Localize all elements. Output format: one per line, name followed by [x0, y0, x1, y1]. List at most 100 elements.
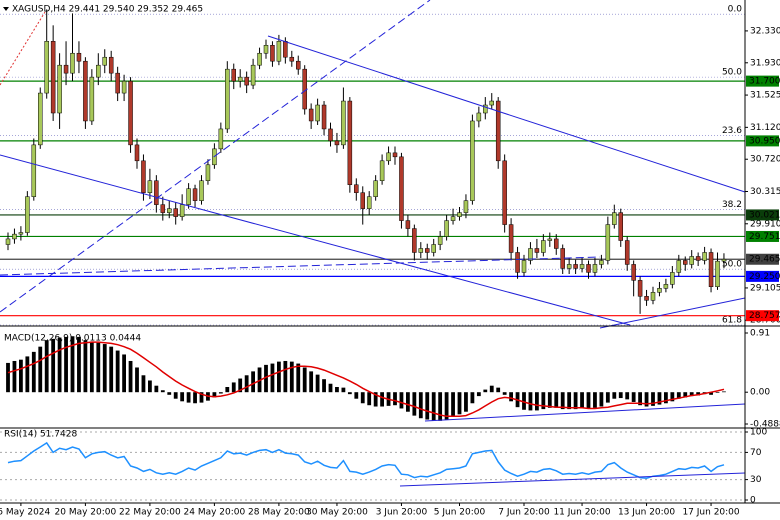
macd-bar: [109, 346, 114, 393]
fib-label: 38.2: [722, 200, 742, 210]
x-tick-label: 22 May 20:00: [119, 508, 181, 518]
macd-bar: [122, 354, 126, 393]
macd-bar: [367, 392, 372, 406]
candle-body: [160, 204, 166, 213]
macd-bar: [580, 392, 584, 409]
candle-body: [31, 144, 37, 197]
macd-bar: [470, 392, 475, 404]
chart-title: XAGUSD,H4 29.441 29.540 29.352 29.465: [12, 5, 203, 15]
candle-body: [534, 248, 540, 253]
candle-body: [663, 284, 669, 289]
macd-bar: [393, 392, 397, 406]
price-level-label: 29.465: [749, 255, 780, 265]
candle-body: [354, 184, 359, 193]
candle-body: [708, 252, 714, 287]
macd-bar: [612, 392, 617, 399]
macd-bar: [554, 392, 559, 408]
candle-body: [502, 160, 507, 225]
x-tick-label: 17 Jun 20:00: [682, 508, 739, 518]
macd-bar: [160, 390, 165, 393]
price-level-tag: [746, 75, 779, 87]
macd-bar: [560, 392, 565, 410]
candle-body: [38, 92, 43, 146]
y-tick-label: 31.525: [750, 91, 780, 101]
candle-body: [483, 104, 488, 114]
macd-bar: [618, 392, 623, 399]
y-tick-label: 29.105: [750, 283, 780, 293]
candle-body: [5, 238, 11, 245]
macd-bar: [251, 371, 255, 393]
candle-body: [702, 252, 707, 261]
candle-body: [341, 100, 346, 146]
macd-bar: [347, 392, 352, 395]
candle-body: [12, 233, 17, 240]
candle-body: [108, 56, 114, 74]
macd-bar: [115, 350, 120, 393]
macd-bar: [689, 392, 694, 397]
macd-bar: [309, 371, 314, 393]
candle-body: [683, 260, 688, 265]
candle-body: [689, 256, 694, 265]
macd-bar: [496, 387, 501, 393]
candle-body: [283, 41, 288, 58]
candle-body: [495, 100, 501, 162]
price-level-label: 28.757: [749, 311, 780, 321]
macd-bar: [148, 380, 152, 393]
y-tick-label: 0: [750, 496, 756, 506]
y-tick-label: 30.720: [750, 155, 780, 165]
x-tick-label: 7 Jun 20:00: [498, 508, 550, 518]
macd-bar: [418, 392, 423, 419]
candle-body: [102, 56, 107, 66]
macd-bar: [135, 367, 139, 393]
y-tick-label: 29.910: [750, 219, 780, 229]
candle-body: [25, 196, 30, 233]
candle-body: [70, 52, 75, 74]
candle-body: [528, 248, 533, 261]
candle-body: [83, 60, 88, 122]
candle-body: [457, 212, 462, 217]
candle-body: [721, 258, 727, 262]
trend-line: [267, 35, 746, 193]
macd-bar: [315, 374, 320, 393]
candle-body: [379, 160, 385, 181]
macd-bar: [335, 386, 339, 393]
macd-bar: [522, 392, 526, 410]
macd-bar: [399, 392, 404, 409]
macd-bar: [528, 392, 533, 411]
macd-bar: [444, 392, 449, 420]
candle-body: [476, 112, 482, 122]
macd-bar: [406, 392, 410, 412]
candle-body: [173, 208, 178, 217]
macd-bar: [476, 392, 481, 397]
candle-body: [715, 260, 720, 287]
macd-bar: [509, 392, 513, 402]
candle-body: [366, 196, 372, 209]
macd-title: MACD(12,26,9) 0.0113 0.0444: [4, 334, 141, 344]
y-tick-label: 100: [750, 428, 767, 438]
macd-bar: [51, 338, 56, 393]
macd-bar: [322, 379, 326, 393]
macd-bar: [57, 337, 62, 393]
candle-body: [399, 156, 404, 221]
price-level-label: 31.700: [749, 77, 780, 87]
macd-bar: [651, 392, 655, 406]
macd-bar: [89, 341, 94, 393]
candle-body: [579, 264, 585, 269]
macd-bar: [64, 336, 68, 393]
macd-bar: [25, 356, 30, 393]
macd-bar: [244, 375, 249, 393]
macd-bar: [451, 392, 455, 417]
candle-body: [18, 232, 24, 235]
candle-body: [437, 236, 443, 245]
candle-body: [63, 64, 69, 74]
candle-body: [554, 238, 559, 249]
macd-bar: [541, 392, 546, 410]
macd-bar: [225, 386, 230, 393]
x-tick-label: 30 May 20:00: [306, 508, 368, 518]
candle-body: [644, 296, 649, 301]
candle-body: [244, 76, 249, 86]
macd-bar: [438, 392, 443, 421]
macd-bar: [154, 385, 159, 393]
price-level-tag: [746, 209, 779, 221]
x-tick-label: 20 May 20:00: [55, 508, 117, 518]
